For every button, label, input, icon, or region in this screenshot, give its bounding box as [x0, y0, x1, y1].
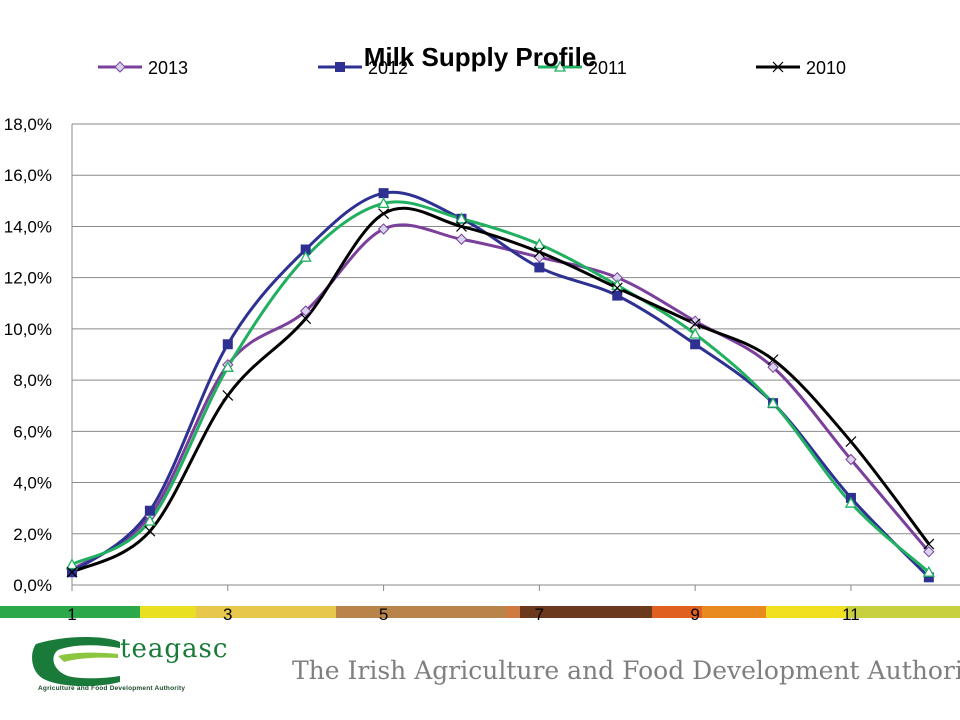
chart-title: Milk Supply Profile — [364, 42, 597, 72]
legend: 2013 2012 2011 2010 — [98, 58, 846, 78]
point-2012 — [612, 290, 623, 301]
legend-label: 2010 — [806, 58, 846, 78]
point-2010 — [456, 221, 467, 232]
point-2011 — [922, 565, 935, 577]
stripe-segment — [506, 606, 652, 618]
point-2012 — [534, 262, 545, 273]
legend-label: 2012 — [368, 58, 408, 78]
point-2010 — [923, 538, 935, 550]
point-2013 — [377, 223, 390, 235]
point-2011 — [844, 496, 858, 508]
point-2010 — [222, 390, 234, 401]
x-tick-label: 1 — [67, 605, 76, 624]
point-2011 — [689, 327, 702, 339]
point-2013 — [767, 361, 779, 374]
x-axis-tick-labels: 1 3 5 7 9 11 — [67, 605, 860, 624]
point-2011 — [533, 238, 546, 250]
series-line-2011 — [71, 200, 930, 574]
stripe-segment — [140, 606, 196, 618]
series-markers — [65, 188, 935, 583]
logo-swoosh-icon — [32, 637, 120, 687]
stripe-segment — [702, 606, 766, 618]
point-2011 — [143, 514, 156, 526]
gridlines — [72, 123, 960, 586]
point-2010 — [533, 246, 545, 258]
legend-label: 2013 — [148, 58, 188, 78]
y-tick-label: 10,0% — [4, 320, 52, 339]
legend-marker — [772, 61, 784, 73]
series-line-2013 — [71, 223, 930, 571]
point-2011 — [377, 197, 390, 209]
point-2011 — [766, 396, 780, 408]
point-2010 — [144, 525, 156, 537]
point-2013 — [845, 453, 857, 466]
legend-marker — [553, 60, 567, 72]
x-tick-label: 9 — [690, 605, 699, 624]
point-2013 — [299, 305, 312, 317]
y-tick-label: 4,0% — [13, 474, 52, 493]
point-2010 — [300, 313, 312, 325]
stripe-segment — [336, 606, 506, 618]
point-2011 — [65, 558, 79, 570]
legend-label: 2011 — [588, 58, 627, 78]
point-2011 — [455, 212, 468, 224]
point-2010 — [66, 566, 78, 578]
color-stripe — [0, 606, 960, 618]
x-tick-label: 5 — [379, 605, 388, 624]
y-tick-label: 18,0% — [4, 115, 52, 134]
y-tick-label: 0,0% — [13, 576, 52, 595]
legend-marker — [335, 62, 345, 72]
point-2012 — [690, 339, 701, 350]
x-tick-label: 7 — [535, 605, 544, 624]
x-tick-label: 3 — [223, 605, 232, 624]
point-2010 — [767, 354, 779, 366]
stripe-segment — [846, 606, 960, 618]
point-2013 — [923, 545, 935, 558]
point-2013 — [455, 233, 468, 245]
stripe-segment — [0, 606, 140, 618]
stripe-segment — [652, 606, 702, 618]
legend-marker — [114, 61, 126, 73]
footer-tagline: The Irish Agriculture and Food Developme… — [292, 656, 960, 685]
point-2012 — [222, 339, 233, 350]
point-2012 — [378, 188, 389, 199]
point-2010 — [689, 318, 701, 330]
point-2012 — [144, 505, 155, 516]
point-2011 — [221, 360, 234, 372]
stripe-segment — [196, 606, 336, 618]
point-2011 — [299, 250, 312, 262]
y-tick-label: 16,0% — [4, 166, 52, 185]
y-axis-tick-labels: 0,0% 2,0% 4,0% 6,0% 8,0% 10,0% 12,0% 14,0% 16,0%… — [4, 115, 52, 595]
point-2010 — [378, 208, 390, 220]
series-line-2010 — [71, 206, 931, 574]
teagasc-logo: teagasc Agriculture and Food Development… — [28, 630, 227, 700]
series-lines — [71, 190, 931, 579]
x-tick-label: 11 — [842, 605, 860, 624]
logo-subtitle: Agriculture and Food Development Authori… — [38, 685, 186, 692]
stripe-segment — [766, 606, 846, 618]
point-2010 — [611, 282, 623, 294]
y-tick-label: 2,0% — [13, 525, 52, 544]
point-2010 — [845, 436, 857, 448]
y-tick-label: 14,0% — [4, 217, 52, 236]
y-tick-label: 6,0% — [13, 422, 52, 441]
point-2013 — [689, 315, 701, 327]
y-tick-label: 12,0% — [4, 269, 52, 288]
stripe-segment — [506, 606, 520, 618]
logo-name: teagasc — [120, 634, 229, 664]
axes — [71, 124, 852, 591]
y-tick-label: 8,0% — [13, 371, 52, 390]
